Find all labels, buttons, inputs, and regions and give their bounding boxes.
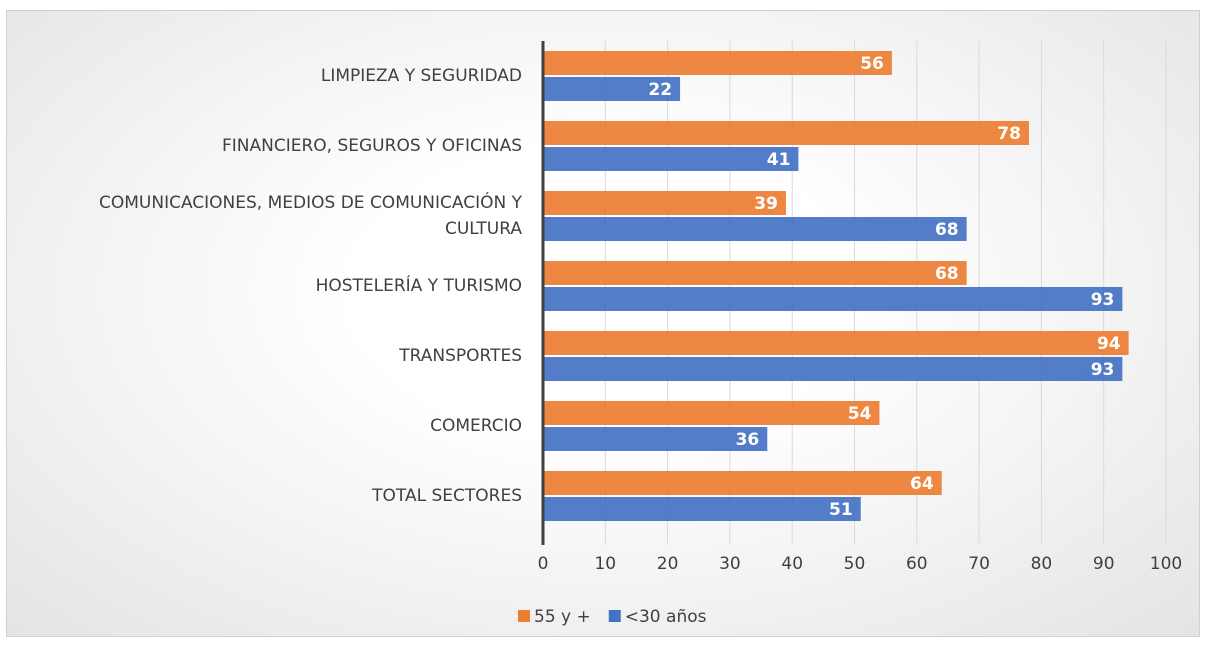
data-label: 64 <box>910 474 934 494</box>
y-tick-label: COMERCIO <box>430 416 522 436</box>
bar <box>543 357 1123 381</box>
x-tick-label: 80 <box>1031 554 1053 574</box>
legend-label: <30 años <box>625 607 707 627</box>
bar <box>543 191 786 215</box>
bar <box>543 261 967 285</box>
data-label: 22 <box>648 80 672 100</box>
x-tick-label: 20 <box>657 554 679 574</box>
bar <box>543 331 1129 355</box>
data-label: 78 <box>997 124 1021 144</box>
data-label: 51 <box>829 500 853 520</box>
x-tick-label: 10 <box>594 554 616 574</box>
y-tick-label: TOTAL SECTORES <box>372 486 522 506</box>
bar <box>543 497 861 521</box>
data-label: 93 <box>1091 360 1115 380</box>
bar <box>543 51 892 75</box>
data-label: 94 <box>1097 334 1121 354</box>
bar <box>543 287 1123 311</box>
y-tick-label: COMUNICACIONES, MEDIOS DE COMUNICACIÓN Y… <box>99 193 522 239</box>
bar <box>543 121 1029 145</box>
data-label: 36 <box>736 430 760 450</box>
legend-swatch <box>518 610 530 622</box>
legend-label: 55 y + <box>534 607 591 627</box>
bar <box>543 217 967 241</box>
legend-swatch <box>608 610 621 622</box>
data-label: 56 <box>860 54 884 74</box>
x-tick-label: 0 <box>538 554 549 574</box>
x-tick-label: 70 <box>968 554 990 574</box>
bar <box>543 77 681 101</box>
data-label: 41 <box>767 150 791 170</box>
data-label: 54 <box>848 404 872 424</box>
x-tick-label: 100 <box>1150 554 1182 574</box>
y-tick-label: HOSTELERÍA Y TURISMO <box>315 276 522 296</box>
x-tick-label: 40 <box>781 554 803 574</box>
x-tick-label: 50 <box>844 554 866 574</box>
bar <box>543 471 942 495</box>
y-tick-label: LIMPIEZA Y SEGURIDAD <box>320 66 522 86</box>
y-tick-label: FINANCIERO, SEGUROS Y OFICINAS <box>222 136 522 156</box>
chart-frame <box>6 10 1200 637</box>
data-label: 39 <box>754 194 778 214</box>
data-label: 68 <box>935 220 959 240</box>
data-label: 68 <box>935 264 959 284</box>
x-tick-label: 30 <box>719 554 741 574</box>
x-tick-label: 60 <box>906 554 928 574</box>
x-tick-label: 90 <box>1093 554 1115 574</box>
y-tick-label: TRANSPORTES <box>399 346 522 366</box>
bar <box>543 401 880 425</box>
bar <box>543 427 768 451</box>
data-label: 93 <box>1091 290 1115 310</box>
bar <box>543 147 799 171</box>
